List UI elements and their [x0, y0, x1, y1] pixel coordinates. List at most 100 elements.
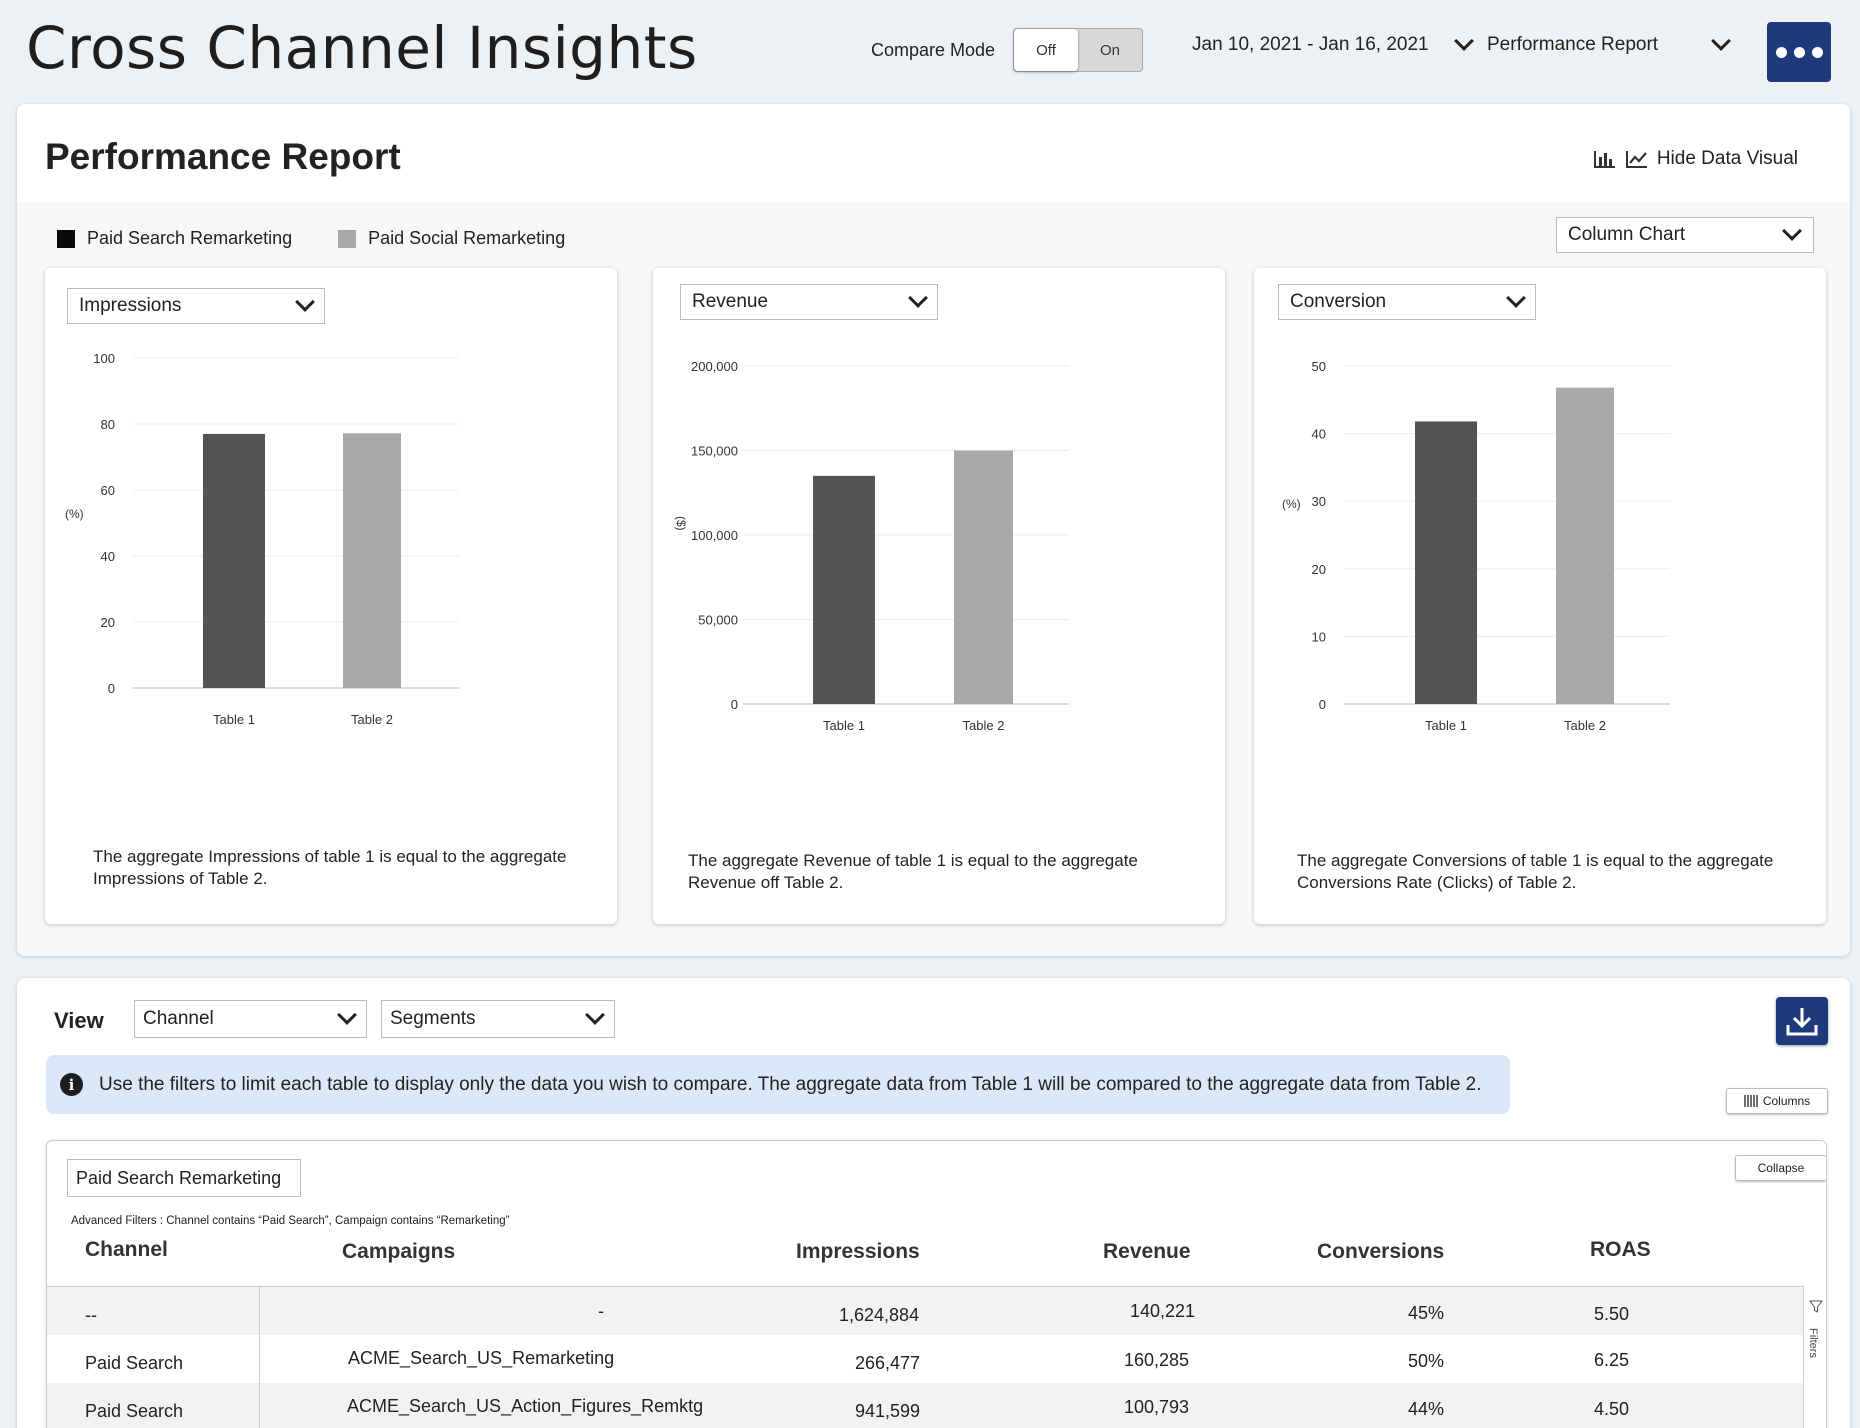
- segments-select-value: Segments: [390, 1008, 476, 1029]
- metric-select[interactable]: Conversion: [1278, 284, 1536, 320]
- info-text: Use the filters to limit each table to d…: [99, 1073, 1482, 1095]
- revenue-chart: 0 50,000 100,000 150,000 200,000 ($) Table 1 Ta…: [674, 359, 1069, 733]
- toggle-off-option[interactable]: Off: [1014, 29, 1078, 71]
- y-tick-label: 10: [1312, 629, 1326, 644]
- compare-mode-toggle[interactable]: Off On: [1013, 28, 1143, 72]
- cell-channel: Paid Search: [85, 1401, 184, 1421]
- metric-select-value: Conversion: [1290, 291, 1387, 312]
- cell-revenue: 160,285: [1124, 1350, 1190, 1370]
- table-name-input[interactable]: Paid Search Remarketing: [67, 1159, 301, 1197]
- chevron-down-icon: [1711, 31, 1731, 51]
- y-tick-label: 100: [93, 351, 115, 366]
- chevron-down-icon: [337, 1005, 357, 1025]
- cell-campaign: ACME_Search_US_Action_Figures_Remktg: [347, 1396, 704, 1416]
- y-tick-label: 100,000: [691, 528, 738, 543]
- cell-campaign: ACME_Search_US_Remarketing: [348, 1348, 615, 1368]
- column-header-campaigns[interactable]: Campaigns: [342, 1240, 456, 1263]
- info-icon: i: [60, 1073, 83, 1096]
- cell-conversions: 45%: [1408, 1303, 1445, 1323]
- x-category-label: Table 1: [823, 718, 865, 733]
- filters-side-tab[interactable]: Filters: [1803, 1286, 1826, 1428]
- x-category-label: Table 1: [213, 712, 255, 727]
- bar-table-1: [203, 433, 265, 688]
- chevron-down-icon: [1782, 221, 1802, 241]
- toggle-on-option[interactable]: On: [1099, 41, 1120, 59]
- chart-legend: Paid Search Remarketing Paid Social Rema…: [57, 228, 565, 249]
- filters-label: Filters: [1807, 1328, 1819, 1358]
- y-tick-label: 20: [1312, 562, 1326, 577]
- metric-select[interactable]: Revenue: [680, 284, 938, 320]
- panel-title: Performance Report: [45, 136, 401, 177]
- columns-label: Columns: [1762, 1094, 1811, 1108]
- cell-revenue: 100,793: [1124, 1397, 1190, 1417]
- column-header-channel[interactable]: Channel: [85, 1238, 168, 1261]
- y-tick-label: 200,000: [691, 359, 738, 374]
- chart-caption: The aggregate Revenue of table 1 is equa…: [688, 851, 1138, 892]
- filter-icon: [1809, 1300, 1823, 1313]
- hide-data-visual-label: Hide Data Visual: [1656, 148, 1798, 169]
- info-banner: i Use the filters to limit each table to…: [46, 1055, 1510, 1114]
- x-category-label: Table 2: [351, 712, 393, 727]
- y-tick-label: 50: [1312, 359, 1326, 374]
- chart-caption: The aggregate Impressions of table 1 is …: [93, 847, 567, 888]
- cell-roas: 5.50: [1594, 1304, 1630, 1324]
- chart-caption: The aggregate Conversions of table 1 is …: [1297, 851, 1774, 892]
- bar-chart-icon: [1593, 151, 1615, 168]
- chevron-down-icon: [585, 1005, 605, 1025]
- y-tick-label: 0: [731, 697, 738, 712]
- cell-conversions: 44%: [1408, 1399, 1445, 1419]
- cell-revenue: 140,221: [1130, 1301, 1196, 1321]
- bar-table-2: [954, 450, 1013, 704]
- columns-icon: [1744, 1095, 1758, 1107]
- cell-campaign: -: [598, 1301, 604, 1321]
- y-tick-label: 150,000: [691, 444, 738, 459]
- chart-card-revenue: Revenue 0 50,000 100,000 150,000 200,000 ($) T…: [653, 268, 1225, 924]
- y-tick-label: 80: [101, 417, 115, 432]
- bar-table-2: [343, 433, 401, 688]
- table-row[interactable]: -- - 1,624,884 140,221 45% 5.50: [47, 1287, 1807, 1335]
- header-divider: [47, 1286, 1807, 1287]
- column-header-impressions[interactable]: Impressions: [796, 1240, 920, 1263]
- channel-select[interactable]: Channel: [134, 1000, 367, 1038]
- y-axis-label: (%): [1282, 497, 1301, 511]
- download-button[interactable]: [1776, 997, 1828, 1045]
- cell-impressions: 941,599: [855, 1401, 921, 1421]
- advanced-filters-text: Advanced Filters : Channel contains “Pai…: [71, 1215, 510, 1227]
- chart-type-value: Column Chart: [1568, 224, 1686, 245]
- view-panel: View Channel Segments i Use the filters …: [17, 978, 1850, 1428]
- cell-conversions: 50%: [1408, 1351, 1445, 1371]
- view-label: View: [54, 1008, 104, 1033]
- bar-table-1: [1415, 421, 1477, 704]
- table-row[interactable]: Paid Search ACME_Search_US_Remarketing 2…: [47, 1335, 1807, 1383]
- chart-card-conversion: Conversion 0 10 20 30 40 50 (%) Table 1 Table 2 …: [1254, 268, 1826, 924]
- table-row[interactable]: Paid Search ACME_Search_US_Action_Figure…: [47, 1383, 1807, 1428]
- bar-table-2: [1556, 387, 1614, 704]
- metric-select-value: Impressions: [79, 295, 182, 316]
- conversion-chart: 0 10 20 30 40 50 (%) Table 1 Table 2: [1282, 359, 1670, 733]
- segments-select[interactable]: Segments: [381, 1000, 615, 1038]
- impressions-chart: 0 20 40 60 80 100 (%) Table 1 Table 2: [65, 351, 459, 727]
- y-tick-label: 40: [101, 549, 115, 564]
- y-tick-label: 40: [1312, 427, 1326, 442]
- collapse-button[interactable]: Collapse: [1735, 1155, 1826, 1181]
- cell-channel: --: [85, 1305, 97, 1325]
- column-header-revenue[interactable]: Revenue: [1103, 1240, 1191, 1263]
- app-title: Cross Channel Insights: [26, 14, 698, 82]
- report-select[interactable]: Performance Report: [1487, 31, 1731, 56]
- more-options-button[interactable]: [1767, 22, 1831, 82]
- x-category-label: Table 1: [1425, 718, 1467, 733]
- cell-impressions: 1,624,884: [839, 1305, 920, 1325]
- y-tick-label: 30: [1312, 494, 1326, 509]
- metric-select[interactable]: Impressions: [67, 288, 325, 324]
- chart-type-select[interactable]: Column Chart: [1556, 217, 1814, 253]
- date-range-select[interactable]: Jan 10, 2021 - Jan 16, 2021: [1192, 31, 1474, 56]
- legend-item: Paid Search Remarketing: [57, 228, 292, 249]
- more-dots-icon: [1775, 46, 1787, 58]
- columns-button[interactable]: Columns: [1726, 1088, 1828, 1114]
- column-header-roas[interactable]: ROAS: [1590, 1238, 1651, 1261]
- chart-card-impressions: Impressions 0 20 40 60 80 100 (%) Table 1 Table …: [45, 268, 617, 924]
- download-icon: [1786, 1008, 1818, 1036]
- hide-data-visual-button[interactable]: Hide Data Visual: [1593, 148, 1798, 170]
- column-header-conversions[interactable]: Conversions: [1317, 1240, 1445, 1263]
- y-axis-label: (%): [65, 507, 84, 521]
